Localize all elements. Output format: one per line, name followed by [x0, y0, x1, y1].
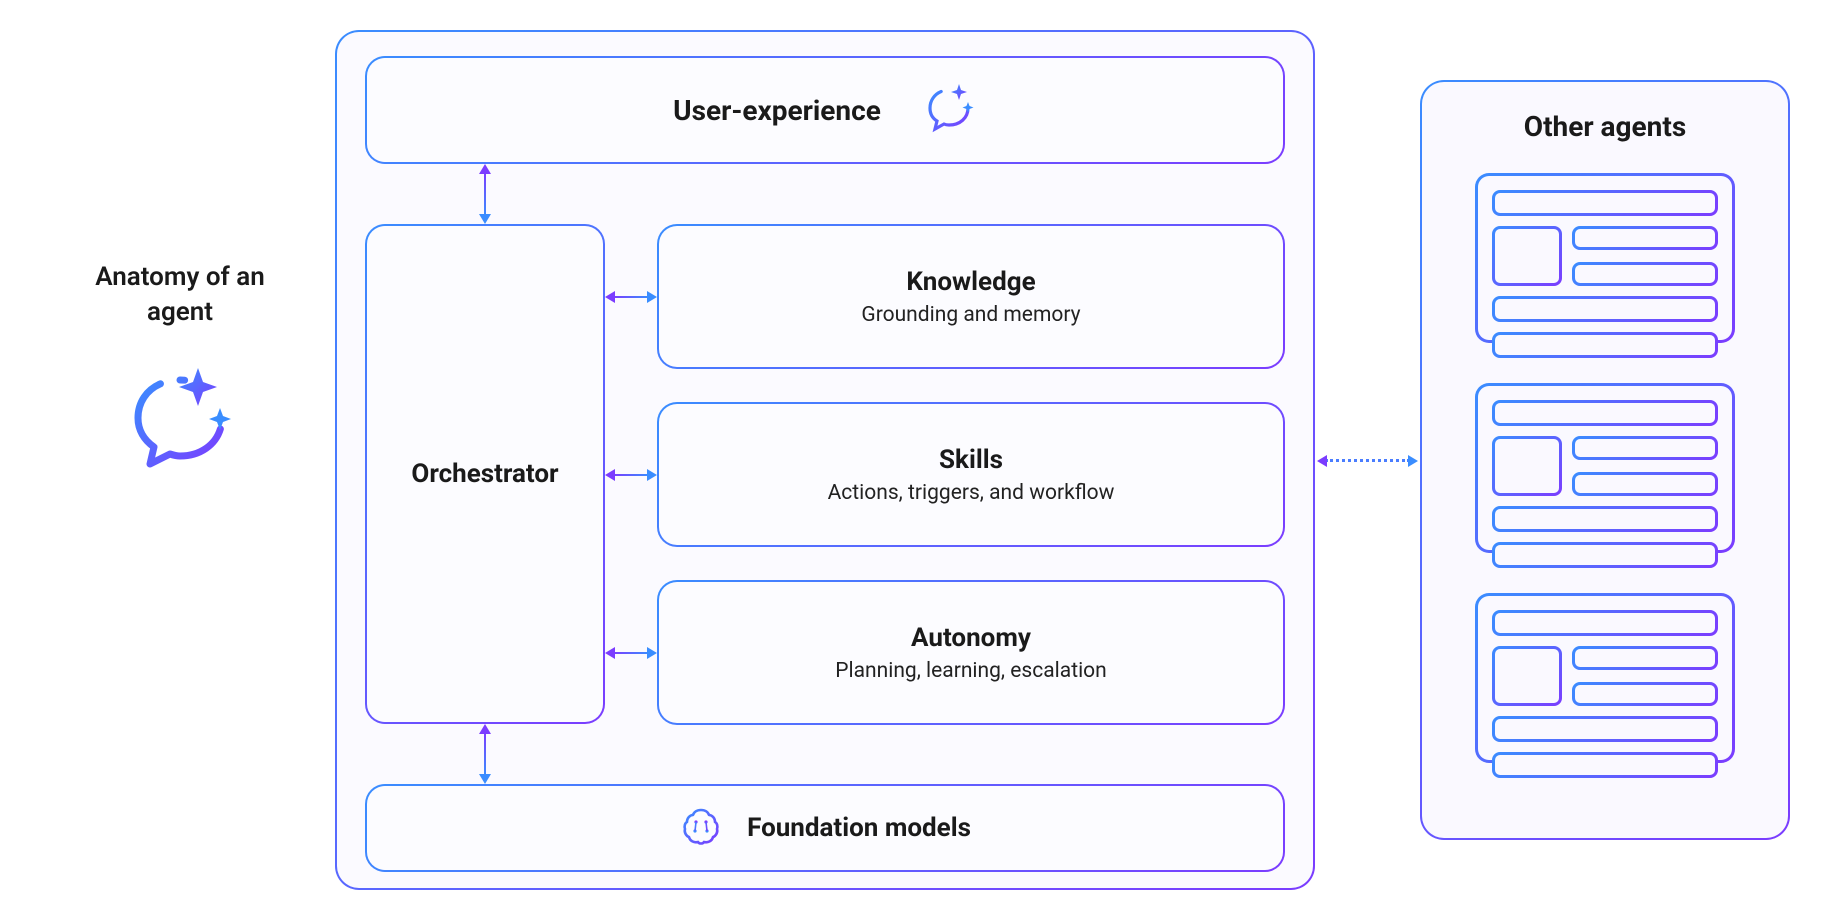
agent-anatomy-container: User-experience Orchestrator Knowledge — [335, 30, 1315, 890]
agent-card-bar — [1572, 226, 1718, 250]
agent-card — [1475, 593, 1735, 763]
brain-icon — [679, 804, 723, 852]
diagram-title-block: Anatomy of an agent — [70, 260, 290, 480]
knowledge-subtitle: Grounding and memory — [861, 303, 1080, 327]
agent-card-bar — [1492, 506, 1718, 532]
agent-card-bar — [1572, 682, 1718, 706]
skills-box: Skills Actions, triggers, and workflow — [657, 402, 1285, 547]
agent-card-bar — [1492, 296, 1718, 322]
agent-card-bar — [1572, 646, 1718, 670]
user-experience-label: User-experience — [673, 94, 881, 127]
agent-card-bar — [1492, 752, 1718, 778]
arrow-orch-knowledge — [613, 292, 649, 302]
skills-subtitle: Actions, triggers, and workflow — [828, 481, 1115, 505]
agent-card-bar — [1492, 436, 1562, 496]
knowledge-box: Knowledge Grounding and memory — [657, 224, 1285, 369]
autonomy-subtitle: Planning, learning, escalation — [835, 659, 1107, 683]
skills-label: Skills — [939, 445, 1003, 475]
orchestrator-box: Orchestrator — [365, 224, 605, 724]
copilot-icon — [70, 360, 290, 480]
knowledge-label: Knowledge — [906, 267, 1035, 297]
agent-card-bar — [1572, 472, 1718, 496]
agent-card-bar — [1492, 542, 1718, 568]
foundation-models-box: Foundation models — [365, 784, 1285, 872]
autonomy-label: Autonomy — [911, 623, 1031, 653]
agent-card-bar — [1572, 436, 1718, 460]
agent-card-bar — [1492, 190, 1718, 216]
diagram-title: Anatomy of an agent — [70, 260, 290, 330]
other-agents-label: Other agents — [1524, 110, 1686, 143]
other-agents-panel: Other agents — [1420, 80, 1790, 840]
autonomy-box: Autonomy Planning, learning, escalation — [657, 580, 1285, 725]
agent-card-bar — [1492, 646, 1562, 706]
arrow-main-other-agents — [1325, 455, 1410, 465]
agent-card-bar — [1492, 332, 1718, 358]
arrow-orch-autonomy — [613, 648, 649, 658]
agent-card — [1475, 383, 1735, 553]
chat-sparkle-icon — [921, 80, 977, 140]
user-experience-box: User-experience — [365, 56, 1285, 164]
arrow-orch-foundation — [480, 732, 490, 776]
arrow-orch-skills — [613, 470, 649, 480]
agent-card-bar — [1492, 610, 1718, 636]
orchestrator-label: Orchestrator — [411, 459, 558, 489]
agent-card-bar — [1492, 400, 1718, 426]
foundation-label: Foundation models — [747, 813, 971, 843]
agent-card-bar — [1492, 716, 1718, 742]
agent-card-bar — [1572, 262, 1718, 286]
agent-card-bar — [1492, 226, 1562, 286]
agent-card — [1475, 173, 1735, 343]
arrow-ux-orchestrator — [480, 172, 490, 216]
